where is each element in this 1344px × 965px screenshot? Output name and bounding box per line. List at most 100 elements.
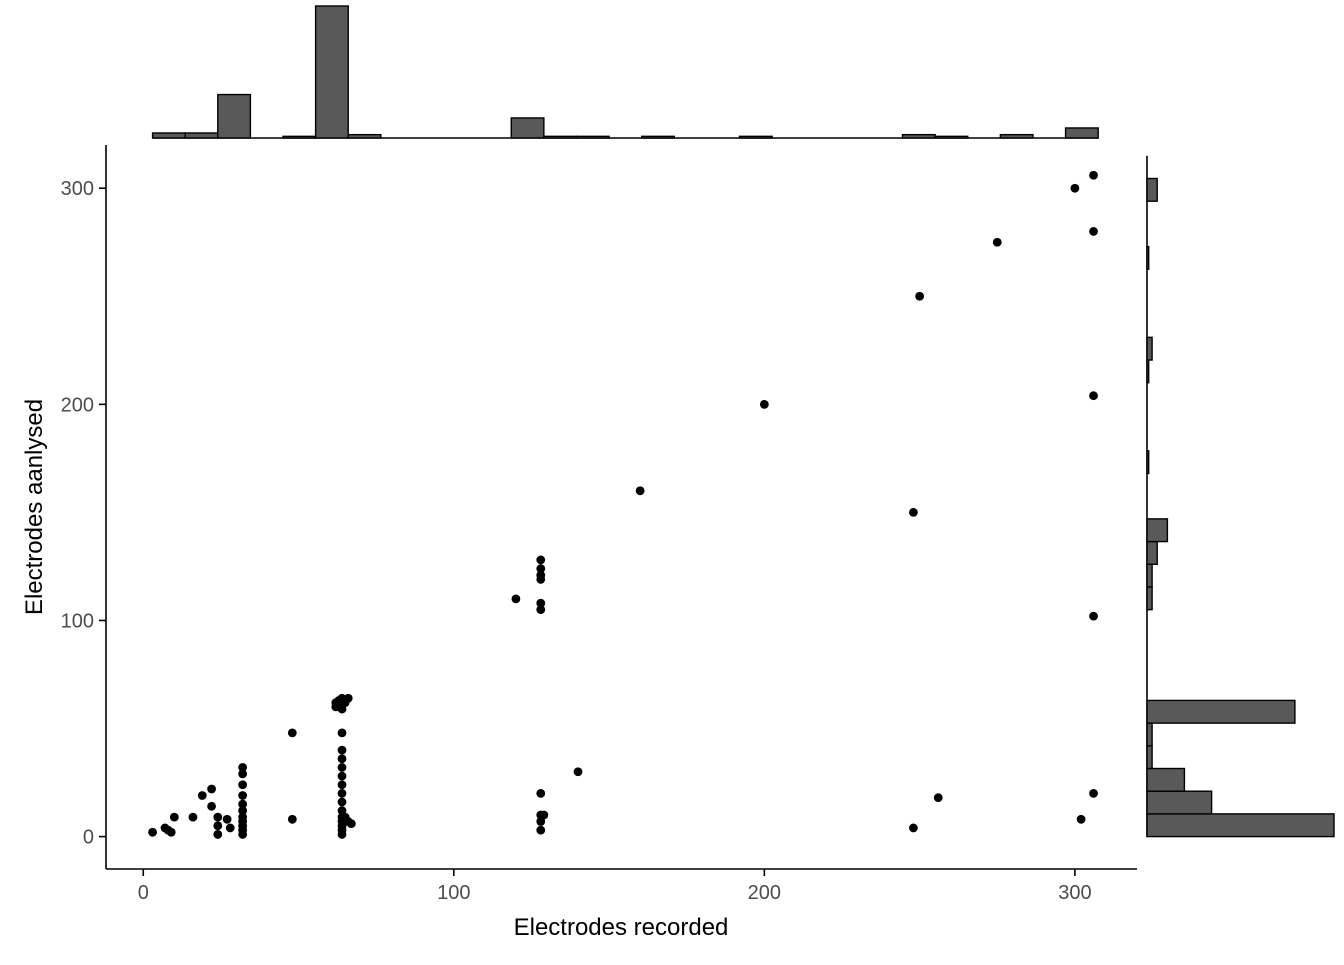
scatter-point	[909, 508, 918, 517]
right-histogram-bar	[1146, 813, 1335, 838]
top-histogram-bar	[543, 135, 578, 139]
scatter-point	[238, 769, 248, 779]
scatter-point	[511, 594, 521, 604]
top-marginal-histogram	[151, 5, 1099, 139]
x-axis-ticks: 0 100 200 300	[138, 869, 1092, 904]
y-tick-label: 300	[61, 178, 94, 200]
y-axis-ticks: 0 100 200 300	[61, 178, 106, 849]
top-histogram-bar	[347, 133, 382, 139]
scatter-point	[148, 827, 157, 837]
scatter-point	[1089, 391, 1098, 401]
y-tick-label: 100	[61, 610, 94, 632]
scatter-point	[1089, 611, 1098, 621]
top-histogram-bar	[738, 135, 773, 139]
right-histogram-bar	[1146, 540, 1158, 565]
scatter-point	[536, 817, 546, 826]
scatter-point	[343, 693, 353, 703]
scatter-point	[1070, 183, 1080, 193]
scatter-point	[915, 291, 925, 301]
scatter-point	[337, 771, 347, 781]
scatter-point	[337, 754, 347, 764]
right-histogram-bar	[1146, 722, 1153, 747]
right-histogram-bar	[1146, 359, 1150, 384]
main-plot-panel: 0 100 200 300 0 100 200 300	[61, 145, 1137, 904]
scatter-point	[536, 564, 546, 573]
data-points	[148, 170, 1098, 839]
right-histogram-bar	[1146, 563, 1153, 588]
top-histogram-bar	[999, 133, 1034, 139]
y-tick-label: 0	[83, 827, 94, 849]
right-histogram-bar	[1146, 518, 1169, 543]
scatter-point	[337, 728, 347, 738]
scatter-point	[1076, 814, 1086, 824]
top-histogram-bar	[640, 135, 675, 139]
scatter-point	[287, 814, 297, 824]
scatter-point	[207, 784, 216, 794]
top-histogram-bar	[575, 135, 610, 139]
x-tick-label: 0	[138, 882, 149, 904]
right-histogram-bar	[1146, 245, 1150, 270]
scatter-point	[1089, 170, 1098, 180]
scatter-point	[188, 812, 198, 822]
scatter-point	[337, 780, 347, 790]
top-histogram-bar	[510, 117, 545, 139]
top-histogram-bar	[151, 132, 186, 139]
top-histogram-bar	[217, 93, 252, 139]
right-histogram-bar	[1146, 336, 1153, 361]
scatter-point	[536, 825, 546, 835]
x-axis-title: Electrodes recorded	[514, 914, 729, 941]
scatter-point	[992, 237, 1002, 247]
scatter-point	[238, 791, 248, 800]
scatter-point	[238, 806, 248, 816]
x-tick-label: 100	[437, 882, 470, 904]
scatter-point	[933, 793, 943, 803]
right-histogram-bar	[1146, 767, 1186, 792]
scatter-point	[573, 767, 583, 777]
right-histogram-bar	[1146, 586, 1153, 611]
scatter-point	[909, 823, 918, 833]
scatter-point	[166, 827, 176, 837]
top-histogram-bar	[282, 135, 317, 139]
scatter-point	[238, 830, 248, 839]
scatter-point	[238, 780, 248, 790]
scatter-point	[337, 763, 347, 772]
right-histogram-bar	[1146, 745, 1153, 770]
scatter-point	[169, 812, 179, 822]
y-axis-title: Electrodes aanlysed	[21, 399, 48, 615]
scatter-point	[238, 799, 248, 809]
scatter-point	[238, 763, 248, 772]
scatter-point	[1089, 788, 1098, 798]
scatter-point	[213, 830, 223, 839]
scatter-point	[536, 788, 546, 798]
y-tick-label: 200	[61, 394, 94, 416]
scatter-point	[207, 801, 216, 811]
scatter-point	[287, 728, 297, 738]
scatter-point	[337, 797, 347, 807]
x-tick-label: 300	[1058, 882, 1091, 904]
scatter-point	[346, 819, 356, 829]
scatter-point	[759, 399, 769, 409]
top-histogram-bar	[934, 135, 969, 139]
scatter-point	[635, 486, 645, 496]
scatter-point	[213, 821, 223, 831]
top-histogram-bar	[184, 132, 219, 139]
scatter-point	[536, 575, 546, 584]
top-histogram-bar	[1064, 127, 1099, 139]
top-histogram-bar	[901, 133, 936, 139]
scatter-point	[337, 788, 347, 798]
scatter-point	[536, 605, 546, 615]
scatter-point	[536, 555, 546, 565]
scatter-point	[337, 745, 347, 755]
top-histogram-bar	[314, 5, 349, 139]
scatter-point	[225, 823, 235, 833]
right-histogram-bar	[1146, 450, 1150, 475]
right-histogram-bar	[1146, 699, 1296, 724]
scatter-point	[197, 791, 207, 800]
scatter-point	[536, 598, 546, 608]
right-histogram-bar	[1146, 177, 1158, 202]
scatter-point	[1089, 227, 1098, 236]
scatter-point	[337, 830, 347, 839]
right-marginal-histogram	[1146, 155, 1335, 838]
